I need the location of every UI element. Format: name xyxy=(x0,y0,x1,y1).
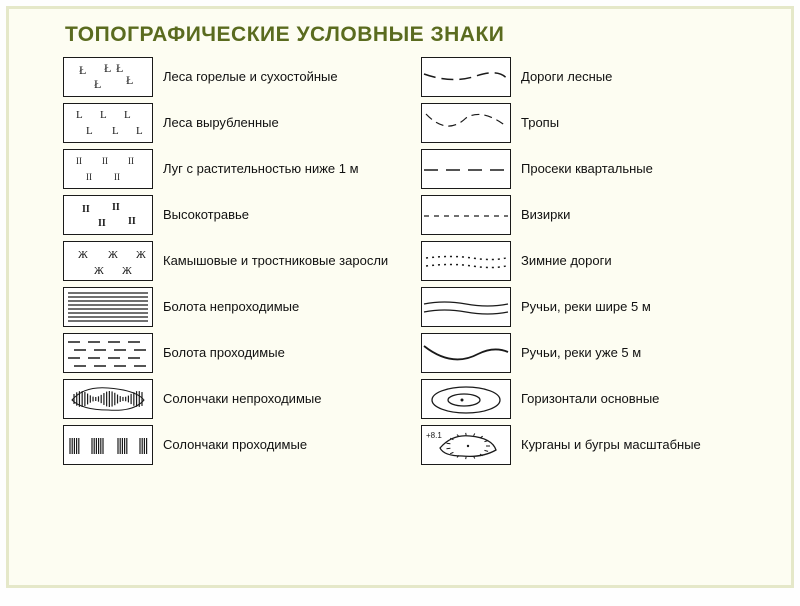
legend-row-swamp-impass: Болота непроходимые xyxy=(63,287,403,327)
label-trails: Тропы xyxy=(521,115,559,131)
legend-row-wide-streams: Ручьи, реки шире 5 м xyxy=(421,287,761,327)
svg-text:II: II xyxy=(98,218,106,229)
symbol-tall-grass: II II II II xyxy=(63,195,153,235)
label-narrow-streams: Ручьи, реки уже 5 м xyxy=(521,345,641,361)
legend-frame: ТОПОГРАФИЧЕСКИЕ УСЛОВНЫЕ ЗНАКИ ŁŁŁŁŁЛеса… xyxy=(6,6,794,588)
svg-text:L: L xyxy=(86,125,93,137)
svg-text:Ł: Ł xyxy=(126,73,133,87)
label-saline-pass: Солончаки проходимые xyxy=(163,437,307,453)
symbol-low-meadow: II II II II II xyxy=(63,149,153,189)
legend-row-saline-pass: Солончаки проходимые xyxy=(63,425,403,465)
label-swamp-pass: Болота проходимые xyxy=(163,345,285,361)
svg-text:L: L xyxy=(112,125,119,137)
legend-row-low-meadow: II II II II II Луг с растительностью ниже 1 м xyxy=(63,149,403,189)
label-mounds: Курганы и бугры масштабные xyxy=(521,437,701,453)
label-clearings: Просеки квартальные xyxy=(521,161,653,177)
svg-text:II: II xyxy=(112,202,120,213)
label-burnt-forest: Леса горелые и сухостойные xyxy=(163,69,338,85)
legend-row-contours: Горизонтали основные xyxy=(421,379,761,419)
label-tall-grass: Высокотравье xyxy=(163,207,249,223)
legend-row-tall-grass: II II II II Высокотравье xyxy=(63,195,403,235)
svg-text:Ж: Ж xyxy=(78,249,88,261)
label-low-meadow: Луг с растительностью ниже 1 м xyxy=(163,161,359,177)
legend-row-clearings: Просеки квартальные xyxy=(421,149,761,189)
legend-row-winter-roads: Зимние дороги xyxy=(421,241,761,281)
svg-text:II: II xyxy=(128,156,134,166)
columns-container: ŁŁŁŁŁЛеса горелые и сухостойныеLLLLLLЛес… xyxy=(9,51,791,465)
symbol-saline-impass xyxy=(63,379,153,419)
svg-text:II: II xyxy=(102,156,108,166)
legend-row-trails: Тропы xyxy=(421,103,761,143)
svg-text:II: II xyxy=(86,172,92,182)
label-saline-impass: Солончаки непроходимые xyxy=(163,391,321,407)
legend-row-saline-impass: Солончаки непроходимые xyxy=(63,379,403,419)
symbol-cut-forest: LLLLLL xyxy=(63,103,153,143)
label-cut-forest: Леса вырубленные xyxy=(163,115,279,131)
symbol-swamp-pass xyxy=(63,333,153,373)
legend-row-forest-road: Дороги лесные xyxy=(421,57,761,97)
symbol-burnt-forest: ŁŁŁŁŁ xyxy=(63,57,153,97)
legend-row-swamp-pass: Болота проходимые xyxy=(63,333,403,373)
label-contours: Горизонтали основные xyxy=(521,391,659,407)
symbol-narrow-streams xyxy=(421,333,511,373)
label-forest-road: Дороги лесные xyxy=(521,69,612,85)
svg-text:II: II xyxy=(82,204,90,215)
svg-text:Ł: Ł xyxy=(116,61,123,75)
label-reeds: Камышовые и тростниковые заросли xyxy=(163,253,388,269)
symbol-swamp-impass xyxy=(63,287,153,327)
label-swamp-impass: Болота непроходимые xyxy=(163,299,299,315)
symbol-sightlines xyxy=(421,195,511,235)
svg-text:L: L xyxy=(124,109,131,121)
svg-text:Ж: Ж xyxy=(94,265,104,277)
label-winter-roads: Зимние дороги xyxy=(521,253,612,269)
svg-text:Ł: Ł xyxy=(104,61,111,75)
svg-text:+8.1: +8.1 xyxy=(426,431,442,440)
svg-text:II: II xyxy=(76,156,82,166)
page-title: ТОПОГРАФИЧЕСКИЕ УСЛОВНЫЕ ЗНАКИ xyxy=(9,9,791,51)
svg-text:L: L xyxy=(136,125,143,137)
symbol-reeds: ЖЖЖЖЖ xyxy=(63,241,153,281)
legend-row-burnt-forest: ŁŁŁŁŁЛеса горелые и сухостойные xyxy=(63,57,403,97)
symbol-winter-roads xyxy=(421,241,511,281)
legend-row-mounds: +8.1 Курганы и бугры масштабные xyxy=(421,425,761,465)
svg-text:II: II xyxy=(128,216,136,227)
svg-text:L: L xyxy=(76,109,83,121)
svg-text:Ł: Ł xyxy=(79,63,86,77)
svg-text:Ж: Ж xyxy=(136,249,146,261)
symbol-wide-streams xyxy=(421,287,511,327)
symbol-saline-pass xyxy=(63,425,153,465)
legend-column-left: ŁŁŁŁŁЛеса горелые и сухостойныеLLLLLLЛес… xyxy=(63,57,403,465)
legend-row-reeds: ЖЖЖЖЖКамышовые и тростниковые заросли xyxy=(63,241,403,281)
svg-text:Ж: Ж xyxy=(122,265,132,277)
legend-row-narrow-streams: Ручьи, реки уже 5 м xyxy=(421,333,761,373)
legend-row-cut-forest: LLLLLLЛеса вырубленные xyxy=(63,103,403,143)
svg-text:II: II xyxy=(114,172,120,182)
legend-column-right: Дороги лесные Тропы Просеки квартальные Виз… xyxy=(421,57,761,465)
label-sightlines: Визирки xyxy=(521,207,570,223)
svg-text:L: L xyxy=(100,109,107,121)
symbol-clearings xyxy=(421,149,511,189)
symbol-forest-road xyxy=(421,57,511,97)
legend-row-sightlines: Визирки xyxy=(421,195,761,235)
symbol-trails xyxy=(421,103,511,143)
symbol-mounds: +8.1 xyxy=(421,425,511,465)
svg-text:Ж: Ж xyxy=(108,249,118,261)
symbol-contours xyxy=(421,379,511,419)
svg-text:Ł: Ł xyxy=(94,77,101,91)
label-wide-streams: Ручьи, реки шире 5 м xyxy=(521,299,651,315)
